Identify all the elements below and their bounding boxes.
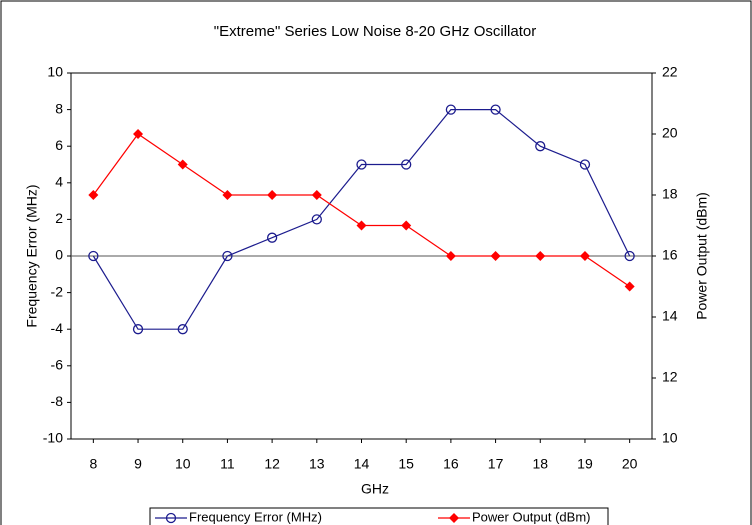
legend-label: Power Output (dBm) bbox=[472, 509, 591, 524]
x-tick-label: 20 bbox=[622, 456, 638, 472]
y-tick-label: -6 bbox=[51, 357, 64, 373]
data-point bbox=[177, 159, 188, 170]
y-tick-label: -8 bbox=[51, 393, 64, 409]
x-tick-label: 11 bbox=[220, 456, 235, 472]
data-point bbox=[624, 281, 635, 292]
y-tick-label: 10 bbox=[47, 64, 63, 80]
y-tick-label: 4 bbox=[55, 174, 63, 190]
y2-tick-label: 22 bbox=[662, 64, 678, 80]
data-point bbox=[177, 324, 188, 335]
y2-tick-label: 16 bbox=[662, 247, 678, 263]
y-tick-label: -4 bbox=[51, 320, 64, 336]
data-point bbox=[222, 250, 233, 262]
data-point bbox=[401, 159, 412, 170]
data-point bbox=[88, 250, 99, 262]
data-point bbox=[579, 159, 591, 170]
x-axis-label: GHz bbox=[361, 481, 389, 497]
y2-tick-label: 12 bbox=[662, 369, 678, 385]
y-axis-label: Frequency Error (MHz) bbox=[24, 184, 40, 327]
y-tick-label: -10 bbox=[43, 430, 63, 446]
x-tick-label: 12 bbox=[264, 456, 280, 472]
data-point bbox=[267, 190, 278, 200]
x-tick-label: 17 bbox=[488, 456, 504, 472]
x-tick-label: 9 bbox=[134, 456, 142, 472]
data-point bbox=[311, 190, 322, 200]
y-tick-label: 0 bbox=[55, 247, 63, 263]
x-tick-label: 8 bbox=[89, 456, 97, 472]
y2-tick-label: 18 bbox=[662, 186, 678, 202]
data-point bbox=[445, 251, 456, 261]
data-point bbox=[490, 251, 501, 261]
y-tick-label: 8 bbox=[55, 100, 63, 116]
legend-label: Frequency Error (MHz) bbox=[189, 509, 322, 524]
data-point bbox=[132, 324, 144, 335]
data-point bbox=[356, 220, 367, 231]
series-line bbox=[92, 109, 631, 330]
data-point bbox=[266, 232, 278, 243]
data-point bbox=[88, 190, 99, 200]
data-point bbox=[133, 129, 144, 139]
data-point bbox=[490, 104, 501, 115]
data-point bbox=[579, 251, 590, 261]
data-point bbox=[535, 251, 546, 261]
data-point bbox=[624, 250, 635, 262]
x-tick-label: 19 bbox=[577, 456, 593, 472]
x-tick-label: 16 bbox=[443, 456, 459, 472]
y2-tick-label: 10 bbox=[662, 430, 678, 446]
y2-tick-label: 14 bbox=[662, 308, 678, 324]
y2-tick-label: 20 bbox=[662, 125, 678, 141]
x-tick-label: 10 bbox=[175, 456, 191, 472]
y2-axis-label: Power Output (dBm) bbox=[694, 192, 710, 320]
legend-marker bbox=[165, 512, 177, 524]
x-tick-label: 15 bbox=[398, 456, 414, 472]
y-tick-label: -2 bbox=[51, 283, 64, 299]
data-point bbox=[401, 220, 412, 231]
y-tick-label: 6 bbox=[55, 137, 63, 153]
x-tick-label: 18 bbox=[532, 456, 548, 472]
data-point bbox=[356, 159, 367, 170]
legend-marker bbox=[449, 513, 459, 523]
legend bbox=[149, 507, 609, 525]
data-point bbox=[535, 141, 546, 152]
data-point bbox=[445, 104, 457, 115]
data-point bbox=[222, 190, 233, 200]
x-tick-label: 13 bbox=[309, 456, 325, 472]
x-tick-label: 14 bbox=[354, 456, 370, 472]
data-point bbox=[311, 214, 322, 225]
chart-title: "Extreme" Series Low Noise 8-20 GHz Osci… bbox=[214, 23, 536, 40]
y-tick-label: 2 bbox=[55, 210, 63, 226]
